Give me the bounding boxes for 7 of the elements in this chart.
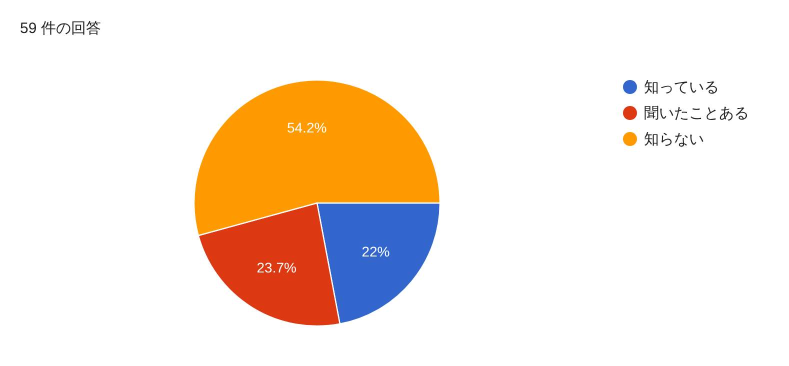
legend-label: 知らない [644, 131, 704, 148]
legend-label: 聞いたことある [644, 105, 749, 122]
text: 59 件の回答 [20, 20, 101, 37]
data-label: 22% [362, 244, 390, 260]
legend-label: 知っている [644, 79, 719, 96]
data-label: 54.2% [286, 119, 327, 136]
data-label: 23.7% [256, 260, 296, 276]
